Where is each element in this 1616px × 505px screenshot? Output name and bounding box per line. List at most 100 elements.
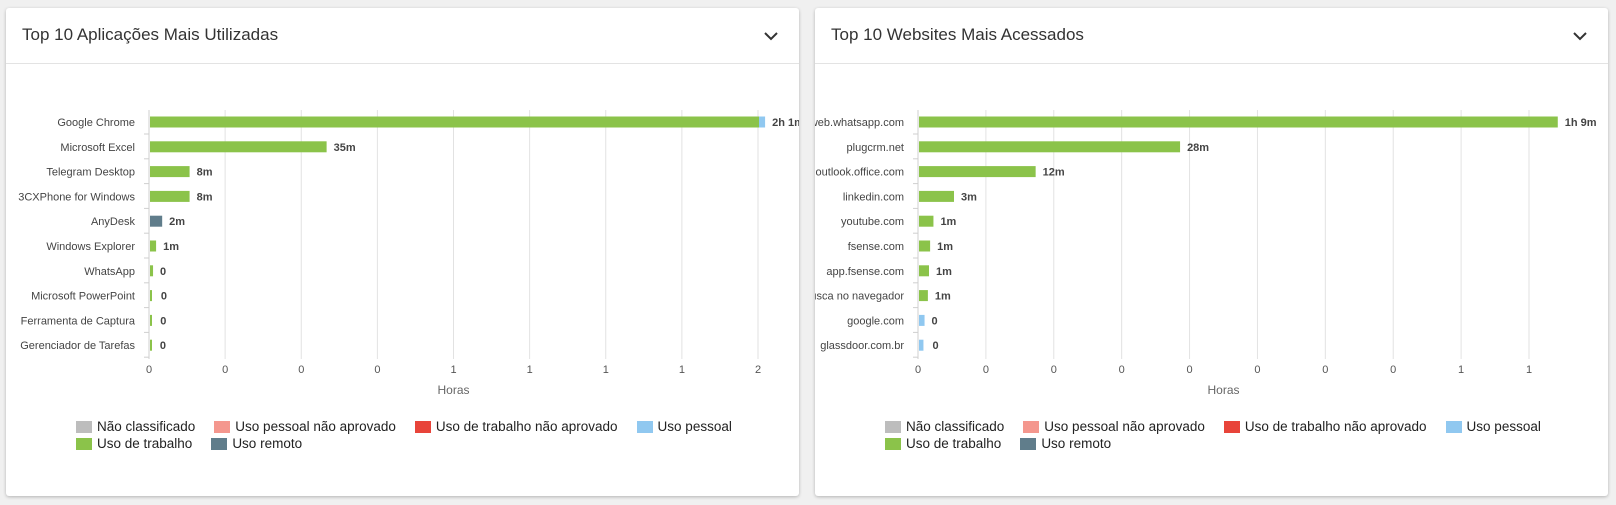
category-label: fsense.com	[848, 241, 904, 253]
bar-uso-de-trabalho[interactable]	[919, 141, 1181, 153]
bar-uso-de-trabalho[interactable]	[150, 166, 190, 178]
card-title: Top 10 Aplicações Mais Utilizadas	[22, 25, 279, 44]
bar-data-label: 1m	[940, 216, 956, 228]
legend-item[interactable]: Uso pessoal	[1445, 418, 1541, 435]
bar-data-label: 2m	[169, 216, 185, 228]
x-tick-label: 0	[1186, 364, 1192, 376]
bar-data-label: 0	[932, 340, 938, 352]
x-tick-label: 0	[1390, 364, 1396, 376]
bar-uso-de-trabalho[interactable]	[150, 240, 157, 252]
x-tick-label: 0	[1119, 364, 1125, 376]
legend-item[interactable]: Uso pessoal	[636, 418, 732, 435]
bar-uso-de-trabalho[interactable]	[919, 265, 929, 277]
bar-data-label: 1m	[935, 291, 951, 303]
bar-uso-pessoal[interactable]	[919, 314, 925, 326]
bar-uso-de-trabalho[interactable]	[150, 116, 759, 128]
card-header: Top 10 Aplicações Mais Utilizadas	[6, 8, 799, 64]
x-tick-label: 1	[1458, 364, 1464, 376]
bar-data-label: 0	[160, 340, 166, 352]
legend-swatch	[76, 437, 92, 450]
category-label: web.whatsapp.com	[815, 117, 904, 129]
bar-data-label: 8m	[197, 167, 213, 179]
legend-label: Uso de trabalho	[906, 436, 1002, 451]
chart-legend: Não classificado Uso pessoal não aprovado…	[885, 418, 1585, 452]
bar-uso-de-trabalho[interactable]	[150, 190, 190, 202]
bar-data-label: 0	[932, 315, 938, 327]
category-label: Google Chrome	[57, 117, 135, 129]
legend-swatch	[1445, 420, 1462, 433]
legend-item[interactable]: Não classificado	[76, 418, 195, 435]
x-axis-label: Horas	[437, 383, 469, 397]
x-tick-label: 0	[222, 364, 228, 376]
bar-data-label: 1m	[163, 241, 179, 253]
bar-uso-de-trabalho[interactable]	[919, 290, 928, 302]
bar-uso-pessoal[interactable]	[919, 339, 924, 351]
bar-data-label: 28m	[1187, 142, 1209, 154]
bar-uso-de-trabalho[interactable]	[919, 190, 954, 202]
category-label: outlook.office.com	[816, 167, 904, 179]
legend-item[interactable]: Uso de trabalho	[885, 435, 1001, 452]
legend-row: Uso de trabalho Uso remoto	[76, 435, 776, 452]
category-label: Microsoft PowerPoint	[31, 291, 135, 303]
legend-item[interactable]: Uso pessoal não aprovado	[1023, 418, 1205, 435]
legend-item[interactable]: Uso remoto	[1020, 435, 1111, 452]
category-label: linkedin.com	[843, 191, 904, 203]
legend-item[interactable]: Uso de trabalho não aprovado	[1223, 418, 1427, 435]
legend-item[interactable]: Não classificado	[885, 418, 1004, 435]
bar-uso-de-trabalho[interactable]	[150, 141, 327, 153]
bar-uso-de-trabalho[interactable]	[150, 290, 152, 302]
category-label: Windows Explorer	[46, 241, 135, 253]
x-tick-label: 1	[679, 364, 685, 376]
legend-label: Uso pessoal não aprovado	[235, 419, 396, 434]
bar-uso-remoto[interactable]	[150, 215, 163, 227]
bar-uso-pessoal[interactable]	[759, 116, 766, 128]
legend-item[interactable]: Uso de trabalho não aprovado	[414, 418, 618, 435]
x-tick-label: 1	[527, 364, 533, 376]
x-tick-label: 0	[915, 364, 921, 376]
category-label: google.com	[847, 315, 904, 327]
legend-label: Uso pessoal não aprovado	[1044, 419, 1205, 434]
legend-label: Uso remoto	[1041, 436, 1112, 451]
legend-label: Uso de trabalho não aprovado	[435, 419, 618, 434]
category-label: Busca no navegador	[815, 291, 904, 303]
bar-data-label: 12m	[1043, 167, 1065, 179]
legend-item[interactable]: Uso de trabalho	[76, 435, 192, 452]
x-tick-label: 0	[1051, 364, 1057, 376]
legend-label: Uso de trabalho não aprovado	[1244, 419, 1427, 434]
bar-uso-de-trabalho[interactable]	[150, 339, 152, 351]
legend-swatch	[214, 420, 231, 433]
category-label: youtube.com	[841, 216, 904, 228]
legend-swatch	[885, 420, 901, 433]
card-title: Top 10 Websites Mais Acessados	[831, 25, 1084, 44]
x-tick-label: 1	[1526, 364, 1532, 376]
x-tick-label: 1	[450, 364, 456, 376]
legend-row: Não classificado Uso pessoal não aprovado…	[76, 418, 776, 435]
category-label: Telegram Desktop	[46, 167, 135, 179]
legend-swatch	[636, 420, 653, 433]
legend-swatch	[1023, 420, 1040, 433]
category-label: app.fsense.com	[826, 266, 904, 278]
bar-data-label: 1m	[936, 266, 952, 278]
legend-label: Não classificado	[906, 419, 1005, 434]
bar-data-label: 0	[161, 291, 167, 303]
bar-uso-de-trabalho[interactable]	[919, 116, 1558, 128]
card-header: Top 10 Websites Mais Acessados	[815, 8, 1608, 64]
legend-item[interactable]: Uso remoto	[211, 435, 302, 452]
x-tick-label: 0	[1254, 364, 1260, 376]
legend-item[interactable]: Uso pessoal não aprovado	[214, 418, 396, 435]
legend-label: Uso de trabalho	[97, 436, 193, 451]
chevron-down-icon[interactable]	[761, 26, 781, 46]
bar-uso-de-trabalho[interactable]	[919, 240, 931, 252]
bar-uso-de-trabalho[interactable]	[150, 314, 152, 326]
legend-label: Uso pessoal	[657, 419, 732, 434]
bar-uso-de-trabalho[interactable]	[919, 166, 1036, 178]
bar-data-label: 0	[160, 315, 166, 327]
legend-swatch	[414, 420, 431, 433]
x-tick-label: 1	[603, 364, 609, 376]
bar-uso-de-trabalho[interactable]	[919, 215, 934, 227]
x-tick-label: 0	[983, 364, 989, 376]
chevron-down-icon[interactable]	[1570, 26, 1590, 46]
bar-uso-de-trabalho[interactable]	[150, 265, 154, 277]
